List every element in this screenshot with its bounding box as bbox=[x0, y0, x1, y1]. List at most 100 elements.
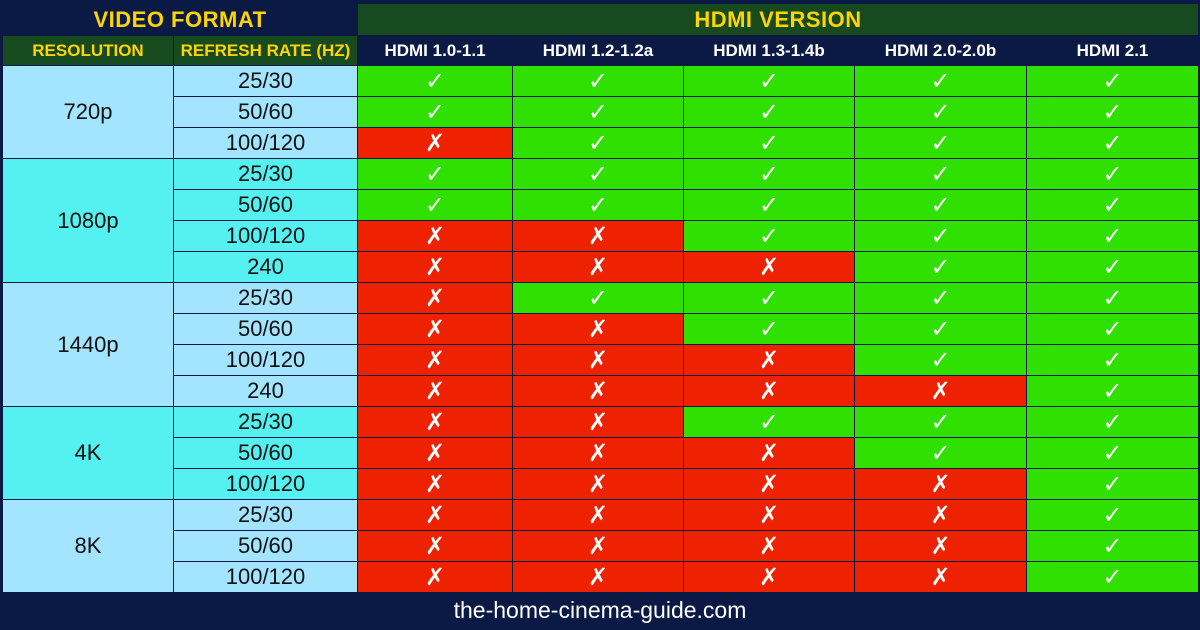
refresh-rate-label: 25/30 bbox=[173, 499, 358, 531]
supported-cell: ✓ bbox=[1026, 251, 1199, 283]
check-icon: ✓ bbox=[758, 315, 780, 343]
supported-cell: ✓ bbox=[357, 65, 513, 97]
refresh-rate-label: 100/120 bbox=[173, 468, 358, 500]
unsupported-cell: ✗ bbox=[683, 561, 855, 593]
cross-icon: ✗ bbox=[758, 439, 780, 467]
cross-icon: ✗ bbox=[424, 315, 446, 343]
supported-cell: ✓ bbox=[1026, 468, 1199, 500]
supported-cell: ✓ bbox=[854, 406, 1027, 438]
cross-icon: ✗ bbox=[930, 532, 951, 560]
check-icon: ✓ bbox=[758, 284, 780, 312]
check-icon: ✓ bbox=[587, 160, 609, 188]
check-icon: ✓ bbox=[1102, 191, 1123, 219]
refresh-rate-label: 100/120 bbox=[173, 561, 358, 593]
resolution-label: 8K bbox=[2, 499, 174, 593]
refresh-rate-label: 100/120 bbox=[173, 127, 358, 159]
check-icon: ✓ bbox=[758, 67, 780, 95]
cross-icon: ✗ bbox=[587, 315, 609, 343]
check-icon: ✓ bbox=[424, 98, 446, 126]
supported-cell: ✓ bbox=[1026, 530, 1199, 562]
refresh-rate-label: 50/60 bbox=[173, 530, 358, 562]
supported-cell: ✓ bbox=[1026, 65, 1199, 97]
table-row: 8K 25/30 ✗ ✗ ✗ ✗ ✓ bbox=[2, 499, 1199, 593]
unsupported-cell: ✗ bbox=[512, 220, 684, 252]
cross-icon: ✗ bbox=[587, 253, 609, 281]
supported-cell: ✓ bbox=[854, 220, 1027, 252]
check-icon: ✓ bbox=[424, 191, 446, 219]
cross-icon: ✗ bbox=[587, 532, 609, 560]
check-icon: ✓ bbox=[1102, 222, 1123, 250]
table-row: 100/120 ✗ ✗ ✓ ✓ ✓ bbox=[3, 220, 1199, 252]
unsupported-cell: ✗ bbox=[357, 375, 513, 407]
unsupported-cell: ✗ bbox=[357, 344, 513, 376]
unsupported-cell: ✗ bbox=[512, 499, 684, 531]
cross-icon: ✗ bbox=[587, 563, 609, 591]
check-icon: ✓ bbox=[758, 408, 780, 436]
unsupported-cell: ✗ bbox=[512, 251, 684, 283]
supported-cell: ✓ bbox=[512, 189, 684, 221]
unsupported-cell: ✗ bbox=[683, 437, 855, 469]
cross-icon: ✗ bbox=[758, 563, 780, 591]
supported-cell: ✓ bbox=[1026, 96, 1199, 128]
supported-cell: ✓ bbox=[1026, 375, 1199, 407]
version-header-0: HDMI 1.0-1.1 bbox=[357, 35, 513, 66]
check-icon: ✓ bbox=[758, 160, 780, 188]
supported-cell: ✓ bbox=[512, 127, 684, 159]
table-row: 50/60 ✗ ✗ ✓ ✓ ✓ bbox=[3, 313, 1199, 345]
cross-icon: ✗ bbox=[424, 408, 446, 436]
cross-icon: ✗ bbox=[424, 222, 446, 250]
unsupported-cell: ✗ bbox=[512, 406, 684, 438]
supported-cell: ✓ bbox=[854, 251, 1027, 283]
supported-cell: ✓ bbox=[854, 437, 1027, 469]
resolution-label: 1080p bbox=[2, 158, 174, 283]
cross-icon: ✗ bbox=[930, 470, 951, 498]
refresh-rate-label: 100/120 bbox=[173, 344, 358, 376]
unsupported-cell: ✗ bbox=[357, 127, 513, 159]
cross-icon: ✗ bbox=[758, 532, 780, 560]
check-icon: ✓ bbox=[587, 284, 609, 312]
unsupported-cell: ✗ bbox=[854, 375, 1027, 407]
resolution-label: 1440p bbox=[2, 282, 174, 407]
supported-cell: ✓ bbox=[683, 313, 855, 345]
unsupported-cell: ✗ bbox=[683, 375, 855, 407]
refresh-rate-label: 240 bbox=[173, 375, 358, 407]
check-icon: ✓ bbox=[1102, 501, 1123, 529]
unsupported-cell: ✗ bbox=[357, 437, 513, 469]
table-row: 50/60 ✗ ✗ ✗ ✗ ✓ bbox=[3, 530, 1199, 562]
cross-icon: ✗ bbox=[930, 563, 951, 591]
supported-cell: ✓ bbox=[683, 65, 855, 97]
cross-icon: ✗ bbox=[930, 501, 951, 529]
supported-cell: ✓ bbox=[854, 96, 1027, 128]
check-icon: ✓ bbox=[424, 67, 446, 95]
refresh-rate-label: 50/60 bbox=[173, 96, 358, 128]
check-icon: ✓ bbox=[930, 346, 951, 374]
supported-cell: ✓ bbox=[854, 313, 1027, 345]
unsupported-cell: ✗ bbox=[683, 530, 855, 562]
version-header-1: HDMI 1.2-1.2a bbox=[512, 35, 684, 66]
refresh-rate-label: 50/60 bbox=[173, 189, 358, 221]
cross-icon: ✗ bbox=[930, 377, 951, 405]
supported-cell: ✓ bbox=[683, 220, 855, 252]
cross-icon: ✗ bbox=[587, 346, 609, 374]
unsupported-cell: ✗ bbox=[357, 220, 513, 252]
unsupported-cell: ✗ bbox=[357, 313, 513, 345]
check-icon: ✓ bbox=[930, 222, 951, 250]
refresh-rate-label: 25/30 bbox=[173, 65, 358, 97]
unsupported-cell: ✗ bbox=[512, 468, 684, 500]
refresh-rate-label: 50/60 bbox=[173, 437, 358, 469]
table-row: 720p 25/30 ✓ ✓ ✓ ✓ ✓ bbox=[2, 65, 1199, 159]
cross-icon: ✗ bbox=[424, 563, 446, 591]
unsupported-cell: ✗ bbox=[683, 499, 855, 531]
refresh-rate-label: 240 bbox=[173, 251, 358, 283]
unsupported-cell: ✗ bbox=[512, 437, 684, 469]
supported-cell: ✓ bbox=[1026, 499, 1199, 531]
check-icon: ✓ bbox=[1102, 408, 1123, 436]
supported-cell: ✓ bbox=[683, 282, 855, 314]
check-icon: ✓ bbox=[587, 191, 609, 219]
supported-cell: ✓ bbox=[683, 127, 855, 159]
check-icon: ✓ bbox=[1102, 532, 1123, 560]
unsupported-cell: ✗ bbox=[854, 499, 1027, 531]
unsupported-cell: ✗ bbox=[512, 561, 684, 593]
check-icon: ✓ bbox=[930, 67, 951, 95]
table-body: 720p 25/30 ✓ ✓ ✓ ✓ ✓ 50/60 ✓ ✓ ✓ ✓ ✓ 100/120 ✗ ✓ ✓ ✓ ✓ 1080… bbox=[2, 65, 1199, 593]
